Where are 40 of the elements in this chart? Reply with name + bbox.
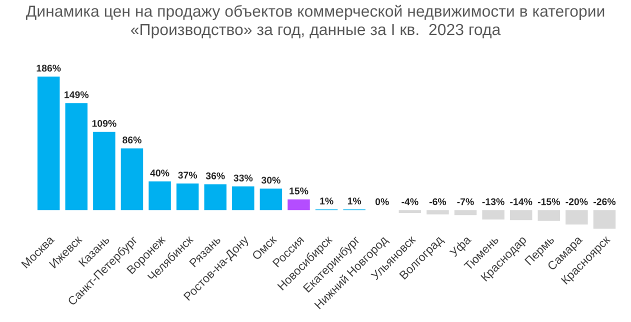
data-label: -26% bbox=[594, 198, 616, 206]
bar bbox=[510, 210, 532, 220]
data-label: 30% bbox=[261, 176, 280, 184]
data-label: -20% bbox=[566, 198, 588, 206]
data-label: -14% bbox=[510, 198, 532, 206]
data-label: 33% bbox=[234, 174, 253, 182]
bar bbox=[566, 210, 588, 224]
bar bbox=[37, 76, 60, 210]
bar bbox=[538, 210, 560, 221]
bar bbox=[204, 184, 226, 210]
bar bbox=[176, 184, 199, 210]
bar bbox=[260, 188, 282, 210]
bar bbox=[148, 181, 171, 210]
data-label: 149% bbox=[64, 91, 89, 98]
bar bbox=[93, 132, 116, 210]
data-label: 86% bbox=[122, 136, 142, 144]
bar bbox=[454, 210, 477, 216]
data-label: 40% bbox=[150, 170, 170, 176]
bar bbox=[398, 210, 422, 213]
bar bbox=[288, 199, 310, 210]
data-label: -6% bbox=[429, 198, 446, 206]
data-label: -15% bbox=[538, 198, 560, 206]
data-label: 15% bbox=[290, 188, 308, 194]
data-label: 1% bbox=[320, 198, 334, 204]
data-label: 186% bbox=[36, 64, 61, 72]
data-label: -13% bbox=[482, 198, 504, 206]
bar bbox=[593, 210, 616, 229]
data-label: 109% bbox=[92, 120, 116, 127]
bar bbox=[232, 186, 254, 210]
bar bbox=[65, 103, 88, 210]
data-label: -4% bbox=[402, 198, 418, 206]
data-label: 0% bbox=[375, 198, 389, 206]
data-label: -7% bbox=[457, 198, 474, 206]
bar bbox=[482, 210, 504, 220]
chart-title: Динамика цен на продажу объектов коммерческой недвижимости в категории «Производство» за год, данные за I кв. 2023 года bbox=[26, 4, 604, 38]
data-label: 1% bbox=[348, 198, 362, 204]
bar bbox=[120, 148, 144, 210]
bar bbox=[426, 210, 449, 214]
data-label: 36% bbox=[206, 172, 225, 180]
data-label: 37% bbox=[178, 172, 198, 179]
